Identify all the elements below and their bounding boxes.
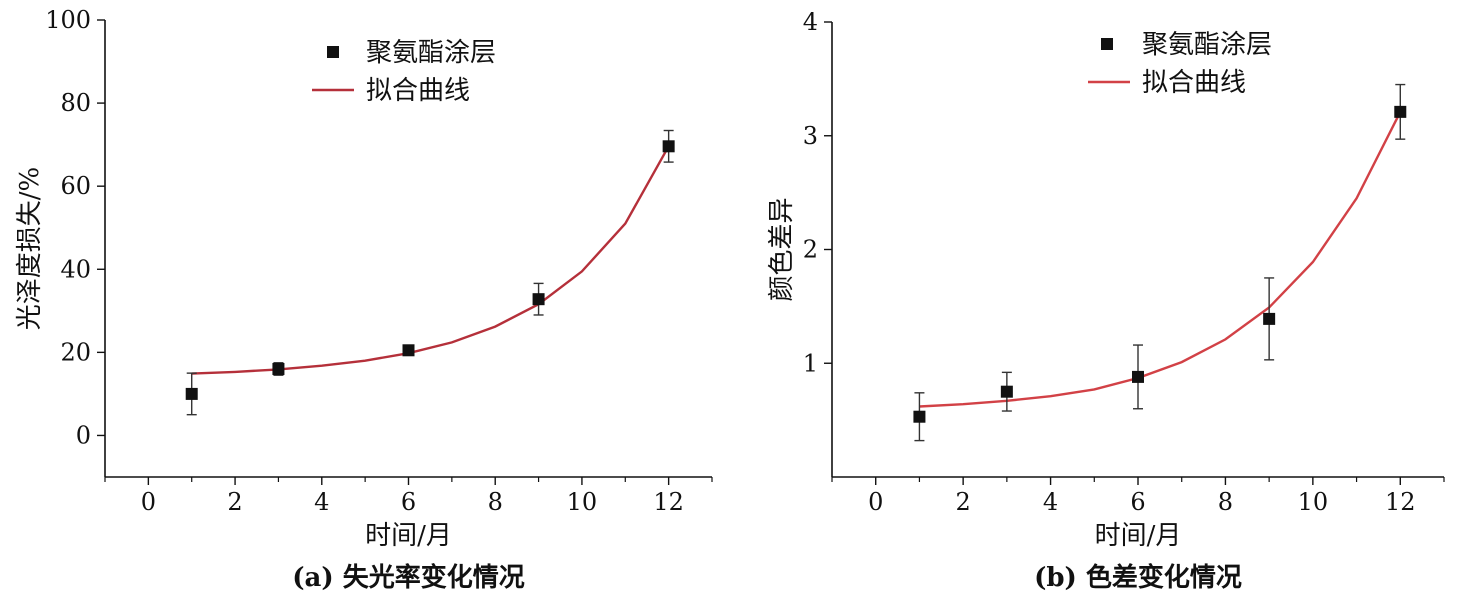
chart1-data-point <box>185 387 198 400</box>
chart1-x-tick-label: 2 <box>227 488 242 516</box>
chart1-y-axis-title: 光泽度损失/% <box>15 167 45 330</box>
chart1-data-point <box>532 293 545 306</box>
chart1-y-tick-label: 100 <box>45 6 91 34</box>
chart2-data-point <box>1394 105 1407 118</box>
chart1-data-point <box>272 362 285 375</box>
chart2-fit-curve <box>919 111 1402 408</box>
chart1-data-point <box>402 344 415 357</box>
chart2-legend-label-fit: 拟合曲线 <box>1142 68 1246 98</box>
chart2-x-tick-label: 2 <box>956 488 971 516</box>
chart2-data-point <box>1000 385 1013 398</box>
chart2-legend-marker-points <box>1101 38 1113 50</box>
chart1-caption: (a) 失光率变化情况 <box>292 562 525 593</box>
chart1-y-tick-label: 0 <box>76 421 91 449</box>
chart2-x-tick-label: 10 <box>1298 488 1329 516</box>
chart1-y-tick-label: 40 <box>60 255 91 283</box>
chart2-y-tick-label: 1 <box>803 349 818 377</box>
chart2-y-tick-label: 2 <box>803 236 818 264</box>
chart2-y-tick-label: 4 <box>803 8 818 36</box>
chart2-x-tick-label: 4 <box>1043 488 1058 516</box>
chart2-x-tick-label: 6 <box>1130 488 1145 516</box>
chart2-x-tick-label: 8 <box>1218 488 1233 516</box>
chart1-y-tick-label: 20 <box>60 338 91 366</box>
chart1-legend-marker-points <box>327 46 339 58</box>
chart1-y-tick-label: 80 <box>60 89 91 117</box>
chart2-x-axis-title: 时间/月 <box>1095 521 1182 551</box>
chart1-x-tick-label: 4 <box>314 488 329 516</box>
chart2-data-point <box>913 410 926 423</box>
chart1-x-tick-label: 8 <box>488 488 503 516</box>
chart1-x-tick-label: 10 <box>567 488 598 516</box>
chart2-y-tick-label: 3 <box>803 122 818 150</box>
chart1-x-tick-label: 0 <box>141 488 156 516</box>
chart1-x-tick-label: 12 <box>653 488 684 516</box>
chart2-caption: (b) 色差变化情况 <box>1034 562 1242 593</box>
chart1-legend-label-points: 聚氨酯涂层 <box>366 38 496 68</box>
chart2-data-point <box>1132 370 1144 383</box>
chart2-data-point <box>1263 312 1276 325</box>
chart1-x-axis-title: 时间/月 <box>365 521 452 551</box>
chart1-legend-label-fit: 拟合曲线 <box>366 76 470 106</box>
chart1-data-point <box>662 140 675 153</box>
chart2-legend-label-points: 聚氨酯涂层 <box>1142 30 1272 60</box>
chart1-x-tick-label: 6 <box>401 488 416 516</box>
chart2-y-axis-title: 颜色差异 <box>767 197 797 301</box>
chart1-fit-curve <box>191 145 670 375</box>
chart2-x-tick-label: 12 <box>1385 488 1416 516</box>
chart2-x-tick-label: 0 <box>868 488 883 516</box>
chart1-y-tick-label: 60 <box>60 172 91 200</box>
